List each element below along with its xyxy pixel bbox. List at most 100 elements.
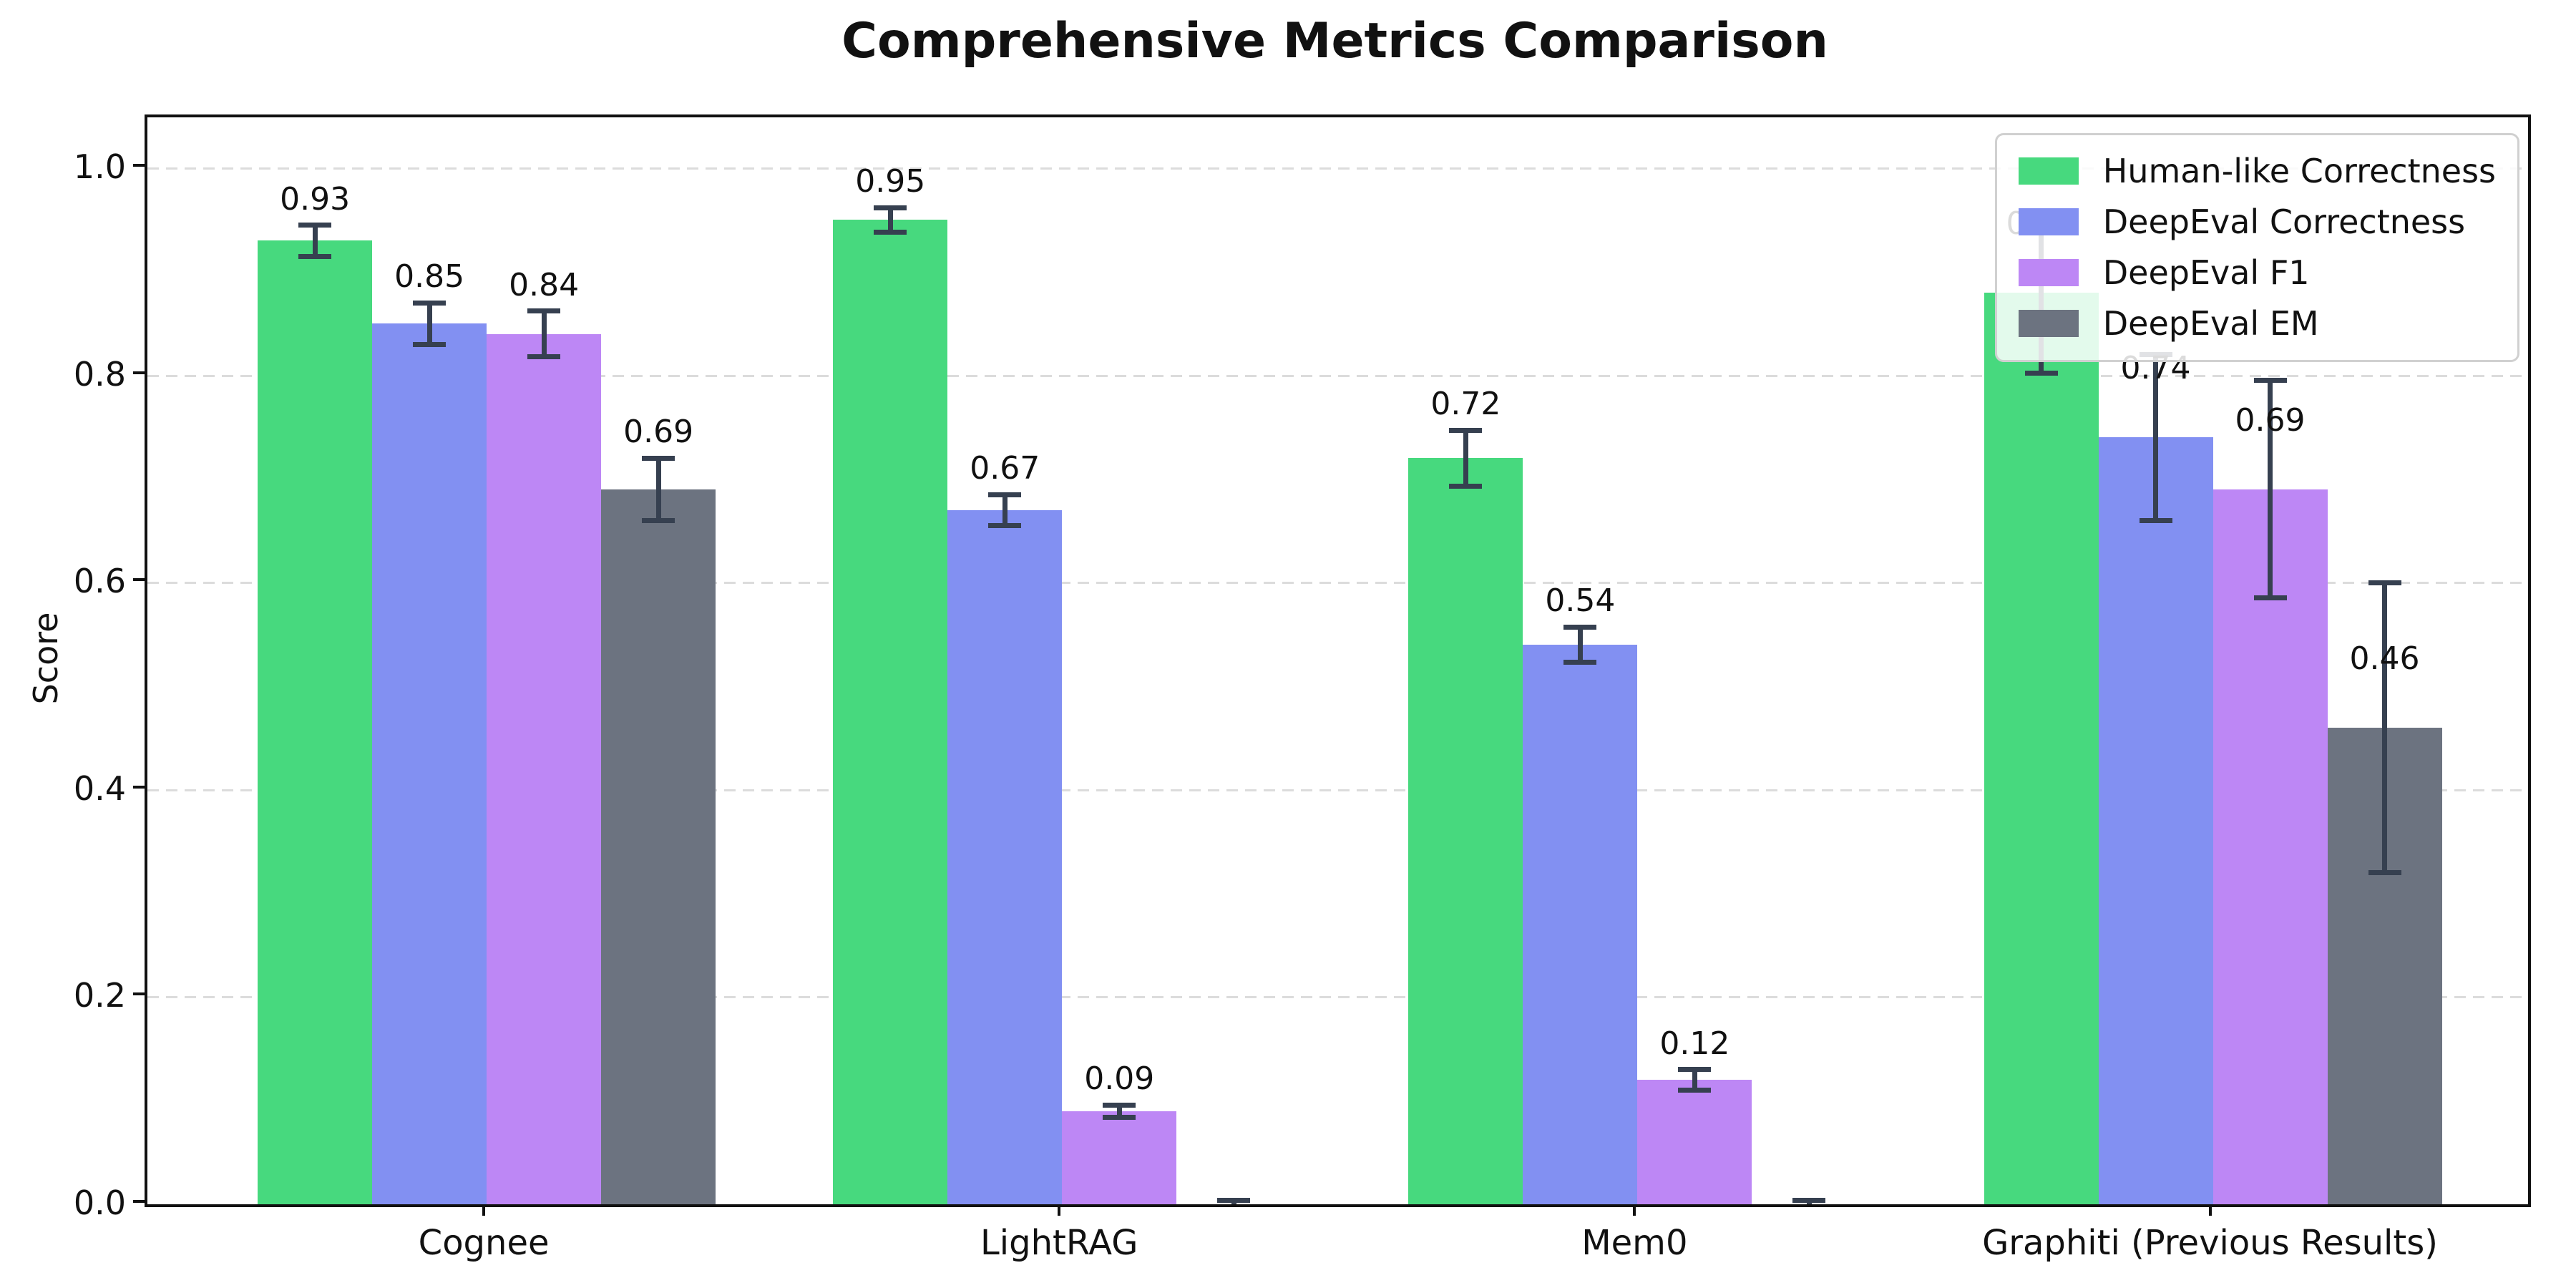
error-bar [1692, 1069, 1697, 1091]
legend-label: Human-like Correctness [2102, 152, 2496, 190]
error-bar [1577, 627, 1583, 663]
gridline [147, 582, 2528, 585]
bar [601, 489, 716, 1204]
bar-value-label: 0.69 [2235, 401, 2306, 439]
error-bar-cap [1563, 624, 1597, 630]
error-bar-cap [1449, 427, 1483, 433]
gridline [147, 167, 2528, 170]
gridline [147, 374, 2528, 377]
y-axis-tick-label: 0.2 [73, 976, 126, 1015]
error-bar-cap [413, 341, 447, 347]
y-axis-tick [133, 785, 145, 789]
error-bar-cap [988, 523, 1022, 529]
legend: Human-like Correctness DeepEval Correctne… [1994, 133, 2519, 362]
error-bar-cap [2253, 595, 2287, 601]
error-bar-cap [2368, 580, 2401, 585]
x-axis-tick [482, 1204, 486, 1216]
y-axis-tick-label: 0.8 [73, 354, 126, 394]
legend-item: DeepEval EM [2018, 303, 2496, 343]
x-axis-category-label: Mem0 [1581, 1223, 1688, 1263]
error-bar-cap [2139, 517, 2172, 523]
error-bar [541, 311, 547, 357]
bar-value-label: 0.84 [509, 266, 580, 303]
error-bar-cap [1217, 1197, 1251, 1203]
bar [258, 240, 373, 1204]
y-axis-tick [133, 1200, 145, 1203]
bar [1408, 458, 1523, 1204]
error-bar-cap [298, 223, 332, 228]
legend-item: DeepEval Correctness [2018, 202, 2496, 241]
error-bar-cap [642, 517, 675, 523]
bar-value-label: 0.54 [1545, 582, 1616, 620]
bar [1637, 1080, 1752, 1204]
error-bar-cap [1449, 484, 1483, 489]
bar-value-label: 0.67 [970, 450, 1040, 487]
y-axis-tick-label: 0.0 [73, 1184, 126, 1222]
gridline [147, 789, 2528, 791]
legend-item: Human-like Correctness [2018, 152, 2496, 190]
plot-area: 0.930.950.720.880.850.670.540.740.840.09… [145, 114, 2531, 1207]
bar-value-label: 0.12 [1659, 1025, 1730, 1062]
bar-value-label: 0.85 [394, 258, 465, 296]
error-bar-cap [1103, 1114, 1136, 1120]
legend-swatch [2018, 259, 2079, 287]
error-bar-cap [988, 492, 1022, 497]
error-bar [2153, 354, 2158, 521]
bar [833, 220, 948, 1204]
error-bar-cap [527, 308, 561, 314]
bar [2098, 437, 2213, 1204]
y-axis-tick [133, 164, 145, 167]
y-axis-label: Score [26, 612, 65, 705]
bar [2212, 489, 2328, 1204]
error-bar-cap [874, 230, 907, 235]
bar-value-label: 0.46 [2349, 640, 2420, 677]
legend-label: DeepEval F1 [2102, 253, 2310, 292]
bar [372, 323, 487, 1204]
error-bar-cap [1103, 1102, 1136, 1108]
error-bar-cap [1678, 1088, 1712, 1093]
error-bar [655, 458, 661, 521]
legend-item: DeepEval F1 [2018, 253, 2496, 292]
x-axis-category-label: Graphiti (Previous Results) [1982, 1223, 2438, 1263]
bar-value-label: 0.72 [1430, 386, 1501, 423]
legend-label: DeepEval EM [2102, 303, 2319, 343]
x-axis-category-label: Cognee [418, 1223, 550, 1263]
bar [487, 333, 602, 1204]
error-bar-cap [2024, 371, 2058, 376]
bar-value-label: 0.93 [280, 180, 351, 218]
error-bar [1002, 494, 1008, 526]
error-bar-cap [413, 300, 447, 306]
y-axis-tick-label: 0.4 [73, 769, 126, 808]
bar [1523, 645, 1638, 1204]
error-bar-cap [527, 354, 561, 360]
error-bar-cap [1217, 1206, 1250, 1207]
x-axis-tick [2208, 1204, 2212, 1216]
x-axis-category-label: LightRAG [980, 1223, 1138, 1263]
error-bar [1116, 1105, 1122, 1118]
error-bar [887, 208, 893, 233]
y-axis-tick [133, 992, 145, 996]
error-bar [426, 303, 432, 345]
error-bar [2268, 380, 2273, 598]
x-axis-tick [1633, 1204, 1636, 1216]
error-bar-cap [298, 253, 332, 259]
y-axis-tick [133, 578, 145, 582]
error-bar [312, 225, 318, 257]
error-bar-cap [1563, 660, 1597, 665]
y-axis-tick-label: 1.0 [73, 147, 126, 186]
error-bar-cap [1678, 1067, 1712, 1073]
error-bar-cap [1792, 1197, 1826, 1203]
bar [1062, 1111, 1177, 1204]
legend-swatch [2018, 310, 2079, 338]
legend-label: DeepEval Correctness [2102, 202, 2466, 241]
bar-value-label: 0.69 [623, 414, 694, 451]
gridline [147, 996, 2528, 999]
error-bar-cap [642, 455, 675, 461]
chart-title: Comprehensive Metrics Comparison [841, 13, 1828, 69]
legend-swatch [2018, 208, 2079, 236]
y-axis-tick-label: 0.6 [73, 562, 126, 601]
error-bar [2382, 582, 2387, 873]
error-bar-cap [2253, 378, 2287, 384]
y-axis-tick [133, 371, 145, 374]
